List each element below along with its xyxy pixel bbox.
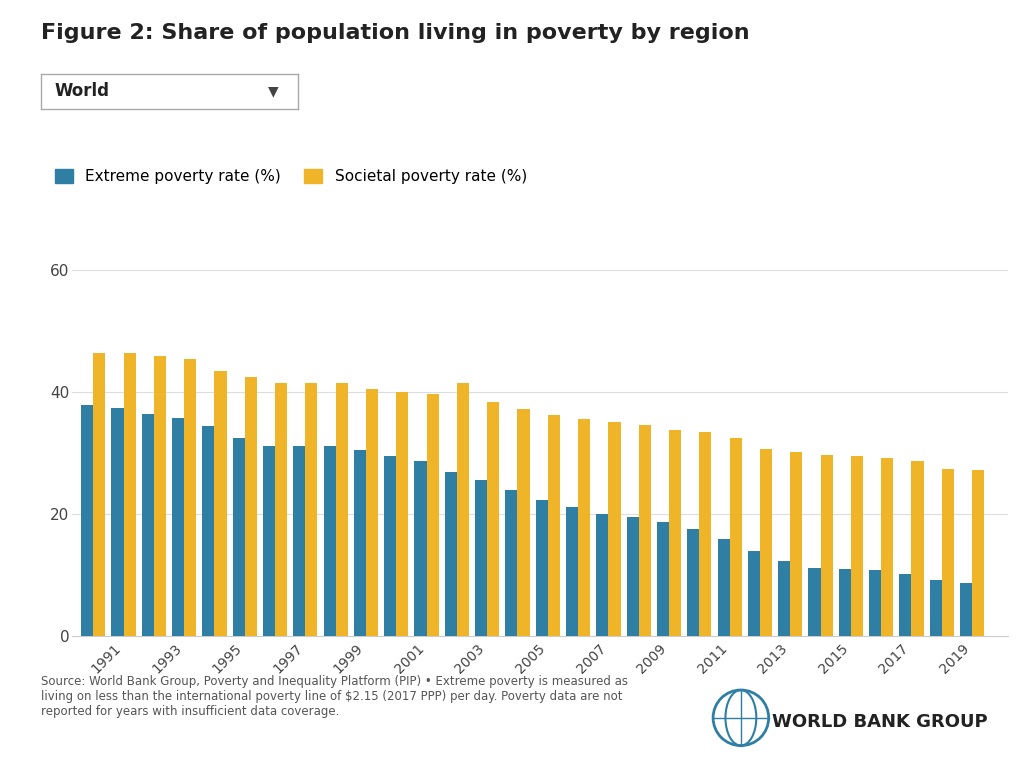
Bar [214, 371, 226, 636]
Bar [445, 472, 457, 636]
Bar [778, 561, 790, 636]
Bar [942, 469, 954, 636]
Bar [142, 414, 154, 636]
Bar [687, 529, 700, 636]
Bar [154, 356, 166, 636]
Bar [566, 507, 578, 636]
Bar [578, 419, 591, 636]
Bar [396, 393, 409, 636]
Bar [505, 490, 518, 636]
Bar [669, 430, 681, 636]
Bar [94, 353, 105, 636]
Bar [384, 456, 396, 636]
Text: WORLD BANK GROUP: WORLD BANK GROUP [772, 712, 988, 731]
Bar [760, 449, 772, 636]
Bar [748, 551, 760, 636]
Bar [172, 418, 184, 636]
Bar [427, 394, 438, 636]
Text: Source: World Bank Group, Poverty and Inequality Platform (PIP) • Extreme povert: Source: World Bank Group, Poverty and In… [41, 675, 628, 718]
Bar [809, 568, 820, 636]
Bar [790, 452, 803, 636]
Bar [820, 456, 832, 636]
Text: ▼: ▼ [268, 84, 278, 99]
Bar [639, 424, 650, 636]
Bar [518, 409, 530, 636]
Bar [306, 383, 318, 636]
Bar [293, 446, 306, 636]
Bar [960, 583, 972, 636]
Bar [415, 461, 427, 636]
Bar [730, 438, 742, 636]
Bar [608, 421, 620, 636]
Bar [233, 438, 245, 636]
Bar [627, 518, 639, 636]
Bar [717, 539, 730, 636]
Bar [700, 432, 711, 636]
Bar [899, 574, 912, 636]
Bar [851, 456, 863, 636]
Bar [870, 570, 881, 636]
Bar [203, 426, 214, 636]
Text: Figure 2: Share of population living in poverty by region: Figure 2: Share of population living in … [41, 23, 750, 43]
Bar [111, 407, 123, 636]
Bar [929, 580, 942, 636]
Bar [457, 383, 469, 636]
Bar [536, 501, 547, 636]
Bar [972, 470, 984, 636]
Bar [596, 514, 608, 636]
Bar [81, 404, 94, 636]
Bar [839, 570, 851, 636]
Bar [275, 383, 287, 636]
Bar [335, 383, 348, 636]
Bar [184, 359, 197, 636]
Legend: Extreme poverty rate (%), Societal poverty rate (%): Extreme poverty rate (%), Societal pover… [48, 163, 533, 190]
Bar [657, 522, 669, 636]
Text: World: World [54, 82, 109, 100]
Bar [323, 446, 335, 636]
Bar [366, 390, 378, 636]
Bar [487, 402, 499, 636]
Bar [354, 450, 366, 636]
Bar [475, 480, 487, 636]
Bar [547, 415, 560, 636]
Bar [263, 446, 275, 636]
Bar [912, 461, 924, 636]
Bar [123, 353, 136, 636]
Bar [881, 459, 893, 636]
Bar [245, 377, 257, 636]
